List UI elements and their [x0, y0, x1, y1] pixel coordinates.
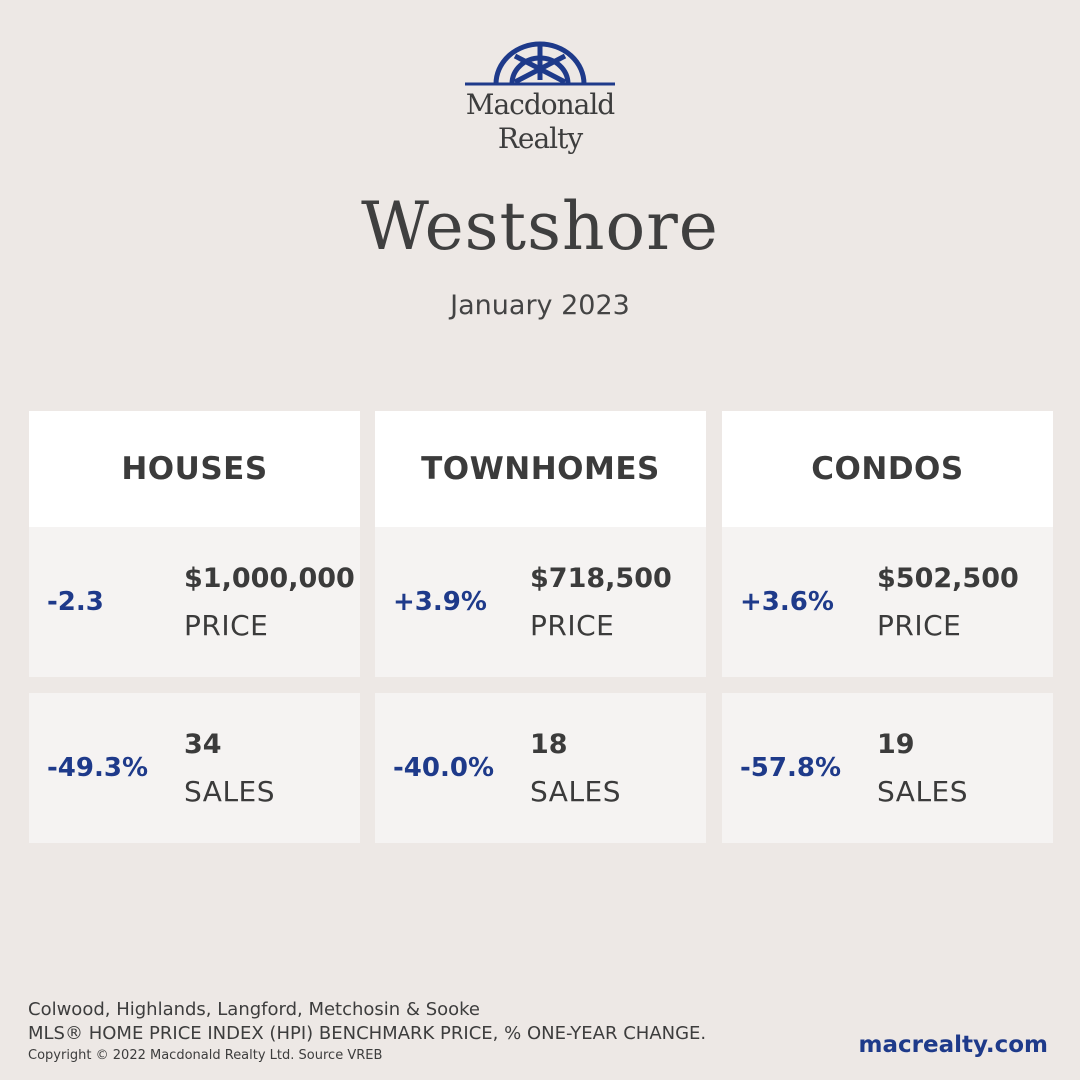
townhomes-sales-change: -40.0% — [393, 753, 494, 783]
condos-column: CONDOS +3.6% $502,500 PRICE -57.8% 19 SA… — [722, 411, 1053, 843]
houses-price-change: -2.3 — [47, 587, 104, 617]
townhomes-column: TOWNHOMES +3.9% $718,500 PRICE -40.0% 18… — [375, 411, 706, 843]
footer-hpi-note: MLS® HOME PRICE INDEX (HPI) BENCHMARK PR… — [28, 1023, 707, 1044]
condos-sales-change: -57.8% — [740, 753, 841, 783]
page-subtitle: January 2023 — [450, 290, 630, 321]
houses-header: HOUSES — [29, 411, 360, 527]
houses-price-value: $1,000,000 — [184, 563, 355, 594]
condos-sales-label: SALES — [877, 775, 969, 808]
condos-header: CONDOS — [722, 411, 1053, 527]
houses-column: HOUSES -2.3 $1,000,000 PRICE -49.3% 34 S… — [29, 411, 360, 843]
townhomes-sales-label: SALES — [530, 775, 622, 808]
footer-copyright: Copyright © 2022 Macdonald Realty Ltd. S… — [28, 1048, 383, 1063]
logo-name-line1: Macdonald — [465, 88, 615, 121]
townhomes-price-card: +3.9% $718,500 PRICE — [375, 527, 706, 677]
townhomes-price-label: PRICE — [530, 609, 615, 642]
condos-sales-card: -57.8% 19 SALES — [722, 693, 1053, 843]
footer-notes: Colwood, Highlands, Langford, Metchosin … — [28, 998, 706, 1066]
sunrise-logo-icon — [465, 41, 615, 86]
condos-price-change: +3.6% — [740, 587, 834, 617]
website-link[interactable]: macrealty.com — [858, 1032, 1048, 1058]
condos-sales-value: 19 — [877, 729, 915, 760]
houses-sales-change: -49.3% — [47, 753, 148, 783]
houses-price-card: -2.3 $1,000,000 PRICE — [29, 527, 360, 677]
houses-price-label: PRICE — [184, 609, 269, 642]
townhomes-price-value: $718,500 — [530, 563, 672, 594]
houses-sales-value: 34 — [184, 729, 222, 760]
brand-logo: Macdonald Realty — [440, 40, 640, 165]
townhomes-header: TOWNHOMES — [375, 411, 706, 527]
page-title: Westshore — [361, 188, 719, 265]
condos-price-label: PRICE — [877, 609, 962, 642]
townhomes-sales-value: 18 — [530, 729, 568, 760]
footer-areas: Colwood, Highlands, Langford, Metchosin … — [28, 999, 481, 1020]
houses-sales-card: -49.3% 34 SALES — [29, 693, 360, 843]
condos-price-card: +3.6% $502,500 PRICE — [722, 527, 1053, 677]
houses-sales-label: SALES — [184, 775, 276, 808]
townhomes-sales-card: -40.0% 18 SALES — [375, 693, 706, 843]
townhomes-price-change: +3.9% — [393, 587, 487, 617]
condos-price-value: $502,500 — [877, 563, 1019, 594]
logo-name-line2: Realty — [497, 122, 583, 155]
